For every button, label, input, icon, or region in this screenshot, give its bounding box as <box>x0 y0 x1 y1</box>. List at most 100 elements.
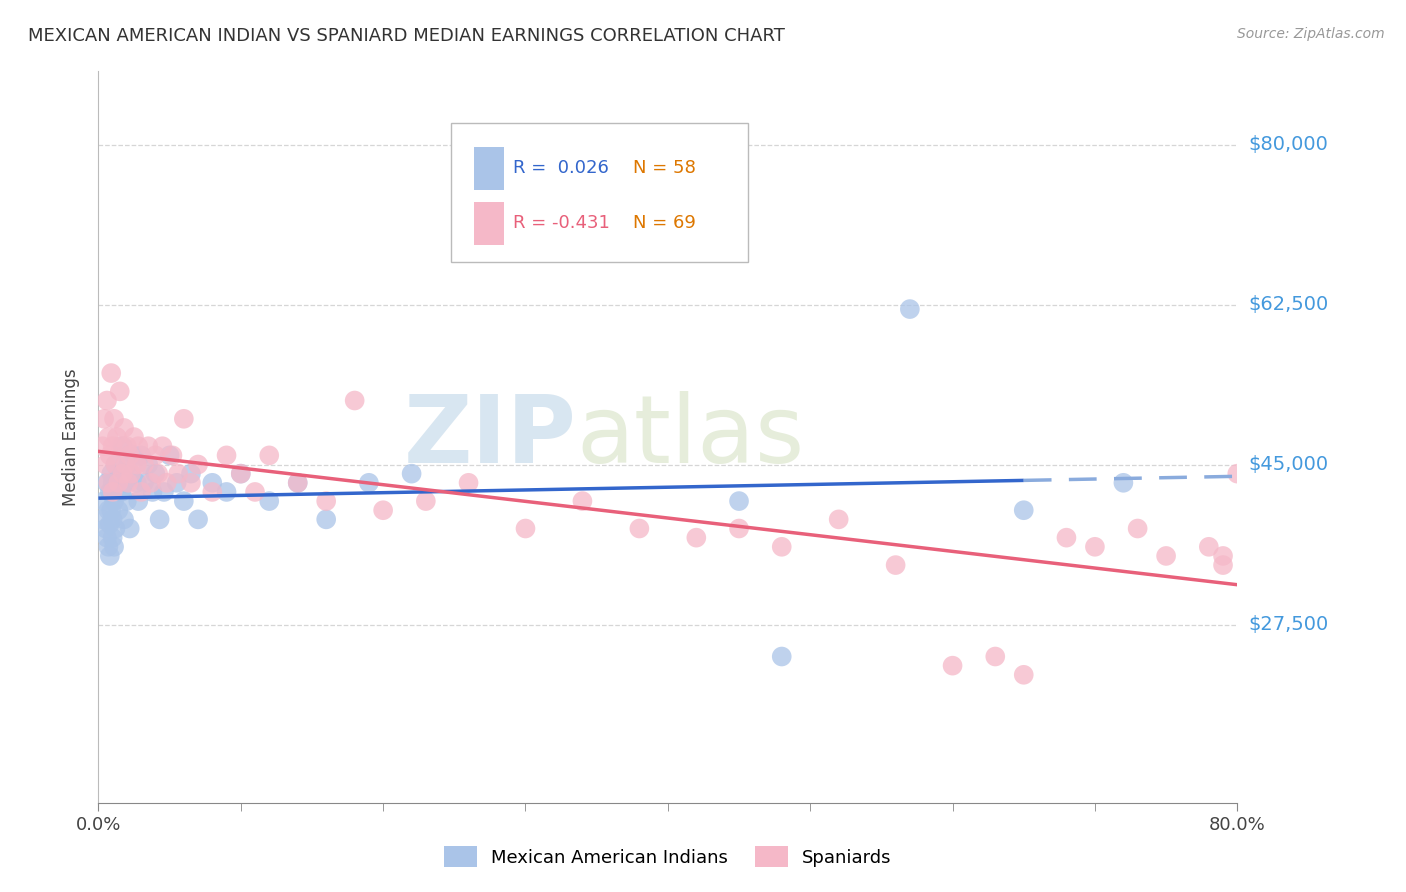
Point <box>97 475 120 490</box>
Text: $27,500: $27,500 <box>1249 615 1329 634</box>
Point <box>166 475 188 490</box>
Point <box>98 549 121 563</box>
Point <box>159 448 181 462</box>
Point <box>101 531 124 545</box>
Point <box>1056 531 1078 545</box>
Point <box>1084 540 1107 554</box>
Point <box>98 484 121 499</box>
Point <box>201 475 224 490</box>
Point <box>728 494 751 508</box>
Point <box>96 475 118 490</box>
Text: N = 69: N = 69 <box>633 214 696 232</box>
Point <box>101 439 124 453</box>
Point <box>98 516 121 531</box>
Point <box>215 484 238 499</box>
Point <box>770 540 793 554</box>
Point <box>122 430 145 444</box>
Text: R = -0.431: R = -0.431 <box>513 214 610 232</box>
Point <box>107 475 129 490</box>
Point <box>125 475 148 490</box>
Point <box>259 494 281 508</box>
Point <box>373 503 395 517</box>
Point <box>259 448 281 462</box>
Point <box>1212 558 1234 573</box>
Point <box>457 475 479 490</box>
Point <box>415 494 437 508</box>
Point <box>287 475 309 490</box>
Point <box>115 494 138 508</box>
Point <box>1226 467 1249 481</box>
Point <box>343 393 366 408</box>
Point <box>91 439 114 453</box>
Point <box>1012 667 1035 681</box>
Point <box>117 475 139 490</box>
Point <box>942 658 965 673</box>
Point <box>114 458 136 472</box>
Point <box>628 521 651 535</box>
Point <box>153 484 176 499</box>
Point <box>108 384 131 399</box>
Point <box>401 467 423 481</box>
Point <box>118 521 141 535</box>
Text: atlas: atlas <box>576 391 806 483</box>
Point <box>101 484 124 499</box>
Point <box>136 458 159 472</box>
Point <box>96 393 118 408</box>
Point <box>111 467 134 481</box>
Point <box>1154 549 1177 563</box>
Point <box>1112 475 1135 490</box>
Point <box>728 521 751 535</box>
Point <box>229 467 252 481</box>
Point <box>91 512 114 526</box>
Point <box>167 467 190 481</box>
Point <box>94 458 117 472</box>
Point <box>215 448 238 462</box>
Point <box>98 448 121 462</box>
Point <box>96 531 118 545</box>
Point <box>1198 540 1220 554</box>
Text: N = 58: N = 58 <box>633 160 696 178</box>
Point <box>828 512 851 526</box>
Point <box>884 558 907 573</box>
Text: R =  0.026: R = 0.026 <box>513 160 609 178</box>
Y-axis label: Median Earnings: Median Earnings <box>62 368 80 506</box>
Point <box>100 467 122 481</box>
Point <box>94 521 117 535</box>
Point <box>103 540 125 554</box>
FancyBboxPatch shape <box>474 202 503 244</box>
Point <box>127 494 149 508</box>
Point <box>187 512 209 526</box>
Point <box>145 448 167 462</box>
Point <box>100 503 122 517</box>
Text: $45,000: $45,000 <box>1249 455 1329 474</box>
Point <box>145 467 167 481</box>
Point <box>104 458 127 472</box>
Point <box>100 366 122 380</box>
Point <box>129 484 152 499</box>
Point <box>118 448 141 462</box>
Point <box>173 494 195 508</box>
Point <box>187 458 209 472</box>
Point <box>984 649 1007 664</box>
Point <box>315 494 337 508</box>
Point <box>97 503 120 517</box>
Point <box>105 475 128 490</box>
Point <box>898 301 921 317</box>
Point <box>148 467 170 481</box>
Point <box>1126 521 1149 535</box>
Point <box>103 411 125 425</box>
Point <box>136 439 159 453</box>
Point <box>111 439 134 453</box>
Text: $80,000: $80,000 <box>1249 135 1329 154</box>
Point <box>110 439 132 453</box>
Point <box>125 458 148 472</box>
Point <box>112 421 135 435</box>
Point <box>114 475 136 490</box>
Text: MEXICAN AMERICAN INDIAN VS SPANIARD MEDIAN EARNINGS CORRELATION CHART: MEXICAN AMERICAN INDIAN VS SPANIARD MEDI… <box>28 27 785 45</box>
Point <box>103 494 125 508</box>
Text: ZIP: ZIP <box>404 391 576 483</box>
Point <box>104 521 127 535</box>
Point <box>93 494 115 508</box>
Point <box>110 484 132 499</box>
Point <box>101 512 124 526</box>
